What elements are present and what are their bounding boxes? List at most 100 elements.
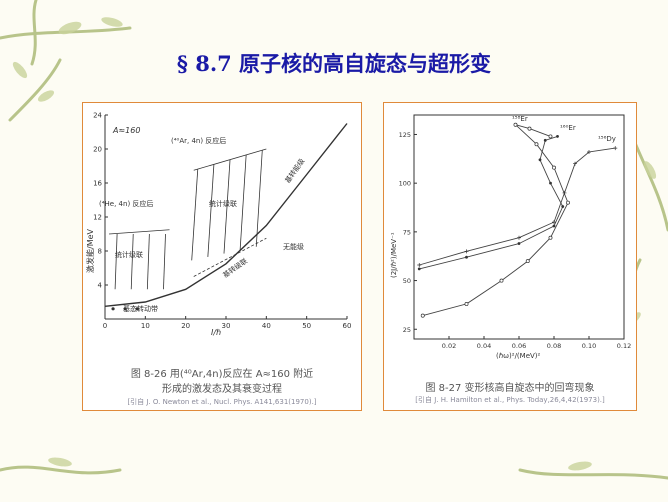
series-point <box>548 134 553 139</box>
left-tick-labels: 0 10 20 30 40 50 60 4 8 12 16 20 24 <box>93 112 351 331</box>
stat-cascade-arrow <box>191 169 199 261</box>
dy156-label: ¹⁵⁶Dy <box>598 135 616 143</box>
series-point <box>417 267 421 271</box>
right-x-tick-label: 0.10 <box>582 342 596 350</box>
stat-cascade-arrow <box>207 164 215 257</box>
series-point <box>561 205 565 208</box>
left-y-tick-label: 12 <box>93 214 102 222</box>
he-cascade-arrow <box>163 233 166 290</box>
er160-label: ¹⁶⁰Er <box>560 124 576 132</box>
series-point <box>613 146 618 151</box>
right-y-tick-label: 50 <box>403 277 411 285</box>
series-point <box>534 142 539 147</box>
no-levels-label: 无能级 <box>283 242 304 251</box>
left-ylabel: 激发能/MeV <box>85 228 95 273</box>
right-x-tick-label: 0.06 <box>512 342 526 350</box>
series-point <box>525 259 530 264</box>
stat-cascade-arrow <box>255 149 263 247</box>
right-axes <box>413 114 625 340</box>
ground-band-dot <box>111 307 115 311</box>
right-y-tick-label: 125 <box>399 131 411 139</box>
ground-band-dot <box>135 307 139 311</box>
right-x-tick-label: 0.12 <box>617 342 631 350</box>
cascade-arrows <box>109 148 267 311</box>
left-x-tick-label: 0 <box>103 322 107 330</box>
series-line <box>419 147 616 266</box>
he-cascade-arrow <box>114 233 118 290</box>
backbending-series <box>417 122 618 318</box>
series-point <box>587 150 591 155</box>
series-point <box>417 262 422 267</box>
series-point <box>548 235 553 240</box>
ground-band-label: 基态转动带 <box>123 304 158 313</box>
series-point <box>517 242 521 245</box>
right-tick-labels: 0.02 0.04 0.06 0.08 0.10 0.12 25 50 75 100 125 <box>399 131 632 350</box>
figure-right-panel: 0.02 0.04 0.06 0.08 0.10 0.12 25 50 75 100 125 ¹⁵⁸… <box>383 102 637 411</box>
left-y-tick-label: 24 <box>93 112 102 120</box>
series-point <box>538 158 542 162</box>
right-y-tick-label: 75 <box>403 228 411 236</box>
series-point <box>465 255 468 259</box>
left-x-tick-label: 10 <box>141 322 150 330</box>
he-reaction-label: (⁴He, 4n) 反应后 <box>99 199 153 208</box>
series-line <box>419 135 564 270</box>
left-reference: [引自 J. O. Newton et al., Nucl. Phys. A14… <box>127 398 317 406</box>
series-point <box>552 224 556 228</box>
stat-cascade-arrow <box>239 154 247 251</box>
left-y-tick-label: 4 <box>98 282 103 290</box>
series-point <box>552 165 556 170</box>
series-point <box>527 126 532 131</box>
yrast-cascade-band <box>193 237 267 277</box>
left-x-tick-label: 60 <box>343 322 352 330</box>
series-point <box>464 249 469 254</box>
he-entry-line <box>109 229 170 235</box>
yrast-line-curve <box>104 123 348 307</box>
right-y-tick-label: 25 <box>403 326 411 334</box>
left-x-tick-label: 20 <box>181 322 190 330</box>
left-caption-line1: 图 8-26 用(⁴⁰Ar,4n)反应在 A≈160 附近 <box>130 369 314 380</box>
left-x-tick-label: 30 <box>222 322 231 330</box>
left-x-tick-label: 40 <box>262 322 271 330</box>
left-y-tick-label: 8 <box>98 248 102 256</box>
series-point <box>566 200 570 205</box>
backbending-chart: 0.02 0.04 0.06 0.08 0.10 0.12 25 50 75 100 125 ¹⁵⁸… <box>390 114 632 360</box>
right-reference: [引自 J. H. Hamilton et al., Phys. Today,2… <box>415 396 605 404</box>
series-point <box>556 135 559 138</box>
mass-label: A≈160 <box>112 126 140 135</box>
right-xlabel: (ℏω)²/(MeV)² <box>496 352 541 360</box>
he-cascade-arrow <box>130 233 134 290</box>
left-axes <box>104 114 348 320</box>
series-point <box>464 301 469 306</box>
series-point <box>543 138 547 142</box>
left-y-tick-label: 20 <box>93 146 102 154</box>
right-x-tick-label: 0.08 <box>547 342 561 350</box>
right-x-tick-label: 0.04 <box>477 342 491 350</box>
er158-label: ¹⁵⁸Er <box>512 115 528 123</box>
slide-title: § 8.7 原子核的高自旋态与超形变 <box>176 51 492 76</box>
he-cascade-arrow <box>146 233 150 290</box>
left-xlabel: I/ℏ <box>211 328 221 337</box>
series-point <box>552 220 556 225</box>
right-y-tick-label: 100 <box>399 180 411 188</box>
figure-left-panel: 0 10 20 30 40 50 60 4 8 12 16 20 24 A≈160 (⁴⁰Ar, 4n)… <box>82 102 362 411</box>
stat-cascade-arrow <box>223 159 231 254</box>
excitation-energy-chart: 0 10 20 30 40 50 60 4 8 12 16 20 24 A≈160 (⁴⁰Ar, 4n)… <box>85 112 351 338</box>
series-point <box>420 313 425 318</box>
left-y-tick-label: 16 <box>93 180 102 188</box>
stat-cascade-label-2: 统计级联 <box>115 250 143 259</box>
series-point <box>499 278 504 283</box>
series-point <box>562 190 567 195</box>
series-line <box>422 124 569 317</box>
ar-reaction-label: (⁴⁰Ar, 4n) 反应后 <box>171 136 226 145</box>
series-point <box>513 122 518 127</box>
right-x-tick-label: 0.02 <box>442 342 456 350</box>
series-point <box>549 181 552 185</box>
left-caption-line2: 形成的激发态及其衰变过程 <box>162 384 282 395</box>
series-point <box>573 161 577 166</box>
right-caption: 图 8-27 变形核高自旋态中的回弯现象 <box>425 383 595 394</box>
ground-band-dot <box>123 307 127 311</box>
right-plot-frame <box>413 114 625 340</box>
right-ylabel: (2J/ℏ²)/MeV⁻¹ <box>390 232 398 278</box>
series-point <box>517 235 521 240</box>
stat-cascade-label-1: 统计级联 <box>209 199 237 208</box>
